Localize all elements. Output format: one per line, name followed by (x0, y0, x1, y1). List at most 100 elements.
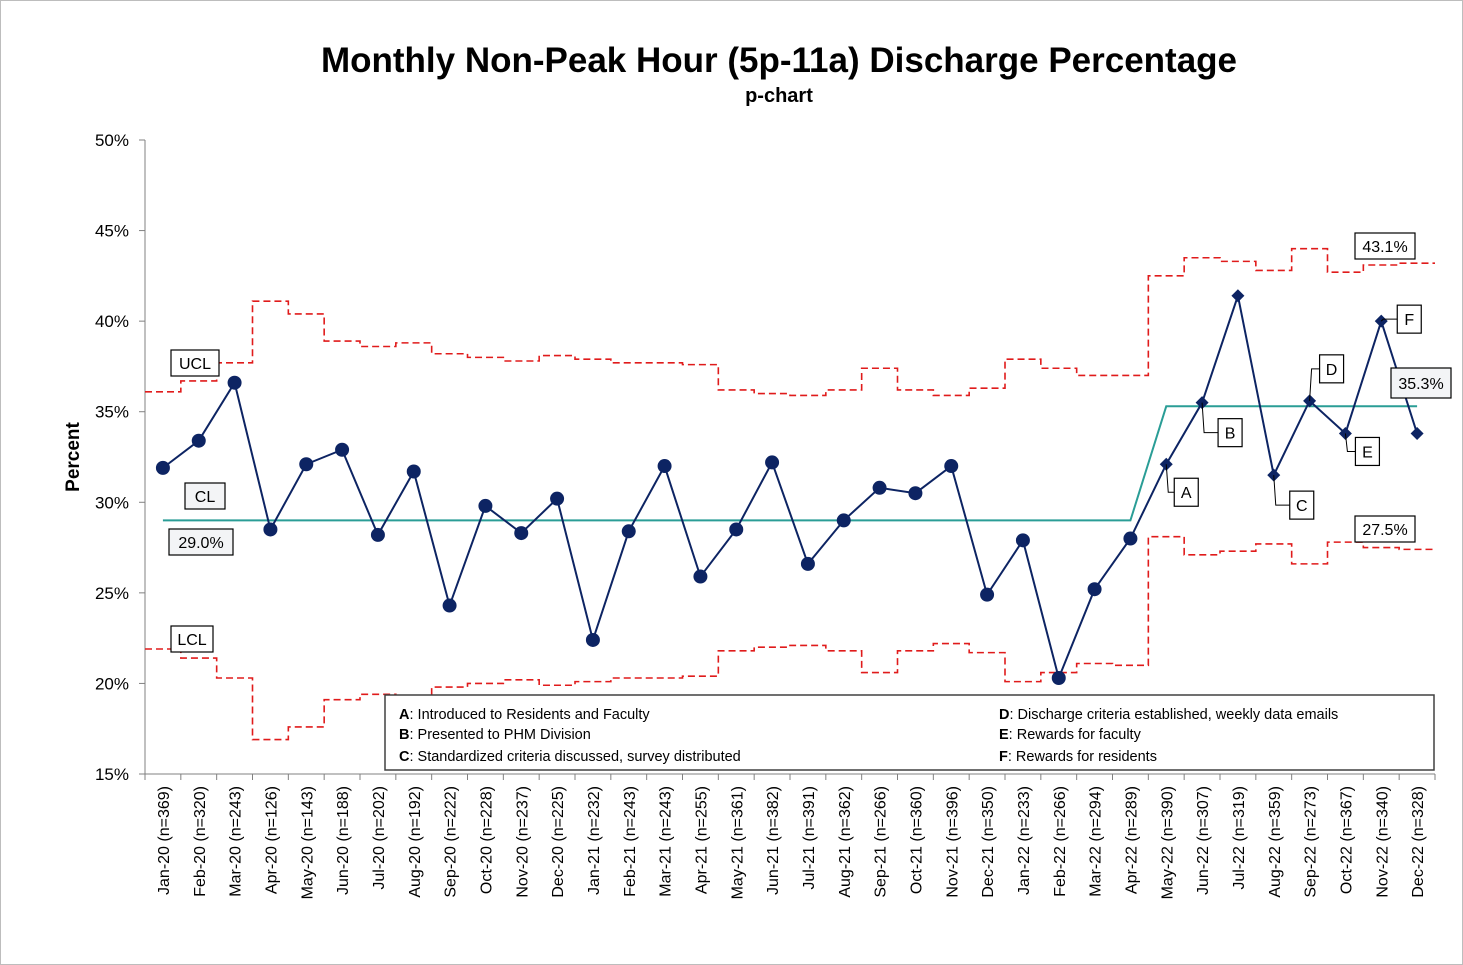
cl-label-box: CL (184, 482, 226, 510)
ucl-end-value-box: 43.1% (1354, 232, 1416, 260)
note-text: : Rewards for residents (1008, 749, 1157, 765)
data-point (299, 457, 314, 472)
y-tick-label: 15% (95, 765, 129, 784)
ucl-label-box-text: UCL (179, 356, 211, 373)
ucl-end-value-box-frame (1354, 232, 1416, 260)
note-key: F (999, 749, 1008, 765)
data-point (872, 480, 887, 495)
x-tick-label: Dec-20 (n=225) (550, 786, 567, 898)
ucl-label-box: UCL (170, 349, 220, 377)
data-point (370, 527, 385, 542)
data-point-diamond (1231, 289, 1245, 303)
x-tick-label: Nov-22 (n=340) (1374, 786, 1391, 898)
data-point (1087, 582, 1102, 597)
note-key: E (999, 727, 1009, 743)
x-tick-label: Feb-22 (n=266) (1052, 786, 1069, 897)
chart-subtitle: p-chart (745, 85, 813, 107)
note-b: B: Presented to PHM Division (399, 727, 591, 743)
cl-value-box-2: 35.3% (1390, 367, 1452, 399)
note-text: : Rewards for faculty (1009, 727, 1142, 743)
data-point (263, 522, 278, 537)
callout-leader (1380, 318, 1398, 322)
callout-b-text: B (1225, 426, 1236, 443)
x-tick-label: Jan-22 (n=233) (1016, 786, 1033, 895)
y-tick-label: 30% (95, 493, 129, 512)
data-point (585, 632, 600, 647)
callout-c-text: C (1296, 498, 1308, 515)
x-tick-label: May-20 (n=143) (299, 786, 316, 899)
x-tick-label: Aug-22 (n=359) (1267, 786, 1284, 898)
callout-f-frame (1396, 304, 1422, 334)
x-tick-label: Mar-22 (n=294) (1088, 786, 1105, 897)
data-point (191, 433, 206, 448)
annotation-notes-box: A: Introduced to Residents and FacultyB:… (384, 694, 1435, 771)
callout-leader (1344, 433, 1356, 452)
note-d: D: Discharge criteria established, weekl… (999, 707, 1338, 723)
callout-d-text: D (1326, 362, 1338, 379)
x-tick-label: Feb-20 (n=320) (192, 786, 209, 897)
lcl-end-value-box: 27.5% (1354, 515, 1416, 543)
y-tick-label: 25% (95, 584, 129, 603)
lcl-line (145, 535, 1435, 741)
data-point (155, 460, 170, 475)
annotation-callouts: UCL CL 29.0% LCL 43.1% 27.5% 35.3% A B C D E F (168, 232, 1452, 653)
data-series (155, 289, 1424, 685)
callout-e: E (1354, 436, 1381, 467)
x-tick-label: Feb-21 (n=243) (622, 786, 639, 897)
callout-b: B (1217, 418, 1243, 448)
x-tick-label: Aug-21 (n=362) (837, 786, 854, 898)
x-tick-label: Nov-21 (n=396) (944, 786, 961, 898)
callout-d: D (1318, 354, 1345, 384)
callout-a-text: A (1181, 485, 1192, 502)
x-tick-label: Oct-20 (n=228) (478, 786, 495, 894)
cl-value-box-2-frame (1390, 367, 1452, 399)
data-point (729, 522, 744, 537)
data-point (550, 491, 565, 506)
data-point (335, 442, 350, 457)
callout-leader (1309, 368, 1320, 401)
note-text: : Discharge criteria established, weekly… (1009, 707, 1338, 723)
callout-e-text: E (1362, 444, 1373, 461)
lcl-label-box: LCL (170, 625, 214, 653)
data-point (1123, 531, 1138, 546)
x-tick-label: Apr-21 (n=255) (693, 786, 710, 894)
x-tick-label: Dec-22 (n=328) (1410, 786, 1427, 898)
data-point (478, 498, 493, 513)
data-point (980, 587, 995, 602)
note-key: D (999, 707, 1009, 723)
note-text: : Introduced to Residents and Faculty (409, 707, 650, 723)
callout-leader (1273, 475, 1290, 506)
x-tick-label: Mar-20 (n=243) (228, 786, 245, 897)
callout-a-frame (1173, 477, 1199, 507)
cl-value-box-1: 29.0% (168, 528, 234, 556)
x-tick-label: Apr-22 (n=289) (1123, 786, 1140, 894)
data-point (765, 455, 780, 470)
x-tick-label: Sep-22 (n=273) (1303, 786, 1320, 898)
note-text: : Presented to PHM Division (409, 727, 590, 743)
ucl-label-box-frame (170, 349, 220, 377)
data-point (406, 464, 421, 479)
x-tick-label: Jun-22 (n=307) (1195, 786, 1212, 895)
cl-label-box-frame (184, 482, 226, 510)
y-axis-label: Percent (63, 421, 84, 491)
note-key: A (399, 707, 410, 723)
callout-leader (1165, 464, 1175, 493)
note-a: A: Introduced to Residents and Faculty (399, 707, 650, 723)
chart-title: Monthly Non-Peak Hour (5p-11a) Discharge… (321, 41, 1237, 80)
data-point (693, 569, 708, 584)
x-tick-label: Jan-21 (n=232) (586, 786, 603, 895)
data-line (162, 291, 1419, 682)
note-c: C: Standardized criteria discussed, surv… (399, 749, 741, 765)
notes-frame (384, 694, 1435, 771)
data-point (657, 459, 672, 474)
data-point (944, 459, 959, 474)
lcl-end-value-box-frame (1354, 515, 1416, 543)
cl-value-box-2-text: 35.3% (1398, 376, 1443, 393)
x-tick-label: Sep-20 (n=222) (443, 786, 460, 898)
x-tick-label: Jul-22 (n=319) (1231, 786, 1248, 890)
x-tick-label: Jan-20 (n=369) (156, 786, 173, 895)
x-tick-label: Oct-22 (n=367) (1338, 786, 1355, 894)
note-key: B (399, 727, 409, 743)
